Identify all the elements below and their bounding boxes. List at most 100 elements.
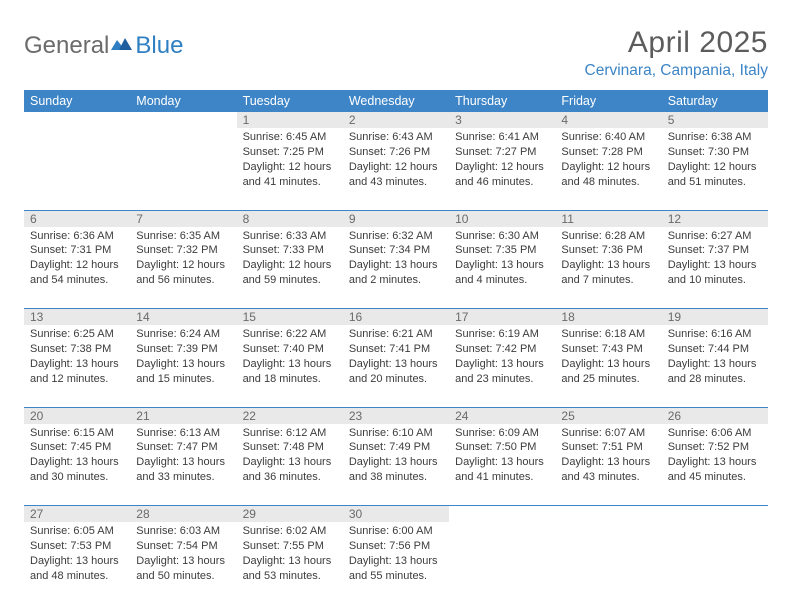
sunset-text: Sunset: 7:49 PM: [349, 440, 443, 455]
sunrise-text: Sunrise: 6:32 AM: [349, 229, 443, 244]
day-cell-body: Sunrise: 6:16 AMSunset: 7:44 PMDaylight:…: [662, 325, 768, 390]
empty-daynum: [130, 112, 236, 128]
sunrise-text: Sunrise: 6:38 AM: [668, 130, 762, 145]
day-number: 29: [237, 506, 343, 522]
daylight-text-1: Daylight: 12 hours: [243, 258, 337, 273]
day-header: Friday: [555, 90, 661, 112]
day-number: 16: [343, 309, 449, 325]
sunrise-text: Sunrise: 6:15 AM: [30, 426, 124, 441]
daylight-text-2: and 23 minutes.: [455, 372, 549, 387]
week-body-row: Sunrise: 6:36 AMSunset: 7:31 PMDaylight:…: [24, 227, 768, 309]
sunset-text: Sunset: 7:50 PM: [455, 440, 549, 455]
sunrise-text: Sunrise: 6:10 AM: [349, 426, 443, 441]
daylight-text-1: Daylight: 13 hours: [668, 357, 762, 372]
week-body-row: Sunrise: 6:05 AMSunset: 7:53 PMDaylight:…: [24, 522, 768, 604]
daylight-text-2: and 33 minutes.: [136, 470, 230, 485]
day-cell: Sunrise: 6:43 AMSunset: 7:26 PMDaylight:…: [343, 128, 449, 210]
daylight-text-2: and 28 minutes.: [668, 372, 762, 387]
day-cell-body: Sunrise: 6:22 AMSunset: 7:40 PMDaylight:…: [237, 325, 343, 390]
sunrise-text: Sunrise: 6:07 AM: [561, 426, 655, 441]
daylight-text-2: and 7 minutes.: [561, 273, 655, 288]
sunrise-text: Sunrise: 6:35 AM: [136, 229, 230, 244]
day-number: 12: [662, 211, 768, 227]
week-body-row: Sunrise: 6:25 AMSunset: 7:38 PMDaylight:…: [24, 325, 768, 407]
day-cell-body: Sunrise: 6:43 AMSunset: 7:26 PMDaylight:…: [343, 128, 449, 193]
day-cell-body: Sunrise: 6:05 AMSunset: 7:53 PMDaylight:…: [24, 522, 130, 587]
sunset-text: Sunset: 7:54 PM: [136, 539, 230, 554]
daylight-text-1: Daylight: 13 hours: [30, 554, 124, 569]
day-number: 17: [449, 309, 555, 325]
daylight-text-1: Daylight: 13 hours: [349, 258, 443, 273]
day-cell-body: Sunrise: 6:38 AMSunset: 7:30 PMDaylight:…: [662, 128, 768, 193]
empty-cell: [449, 522, 555, 604]
day-cell-body: Sunrise: 6:09 AMSunset: 7:50 PMDaylight:…: [449, 424, 555, 489]
day-cell: Sunrise: 6:36 AMSunset: 7:31 PMDaylight:…: [24, 227, 130, 309]
sunset-text: Sunset: 7:33 PM: [243, 243, 337, 258]
day-number: 25: [555, 408, 661, 424]
day-cell: Sunrise: 6:41 AMSunset: 7:27 PMDaylight:…: [449, 128, 555, 210]
day-number: 22: [237, 408, 343, 424]
daylight-text-2: and 46 minutes.: [455, 175, 549, 190]
day-number: 10: [449, 211, 555, 227]
week-daynum-row: 12345: [24, 112, 768, 128]
sunset-text: Sunset: 7:44 PM: [668, 342, 762, 357]
day-cell: Sunrise: 6:05 AMSunset: 7:53 PMDaylight:…: [24, 522, 130, 604]
day-number: 13: [24, 309, 130, 325]
daylight-text-1: Daylight: 12 hours: [243, 160, 337, 175]
day-cell: Sunrise: 6:03 AMSunset: 7:54 PMDaylight:…: [130, 522, 236, 604]
daylight-text-1: Daylight: 12 hours: [455, 160, 549, 175]
sunset-text: Sunset: 7:48 PM: [243, 440, 337, 455]
sunset-text: Sunset: 7:37 PM: [668, 243, 762, 258]
day-cell-body: Sunrise: 6:24 AMSunset: 7:39 PMDaylight:…: [130, 325, 236, 390]
day-cell: Sunrise: 6:09 AMSunset: 7:50 PMDaylight:…: [449, 424, 555, 506]
daylight-text-1: Daylight: 12 hours: [668, 160, 762, 175]
day-number: 23: [343, 408, 449, 424]
day-cell-body: Sunrise: 6:45 AMSunset: 7:25 PMDaylight:…: [237, 128, 343, 193]
daylight-text-2: and 59 minutes.: [243, 273, 337, 288]
daylight-text-1: Daylight: 13 hours: [30, 357, 124, 372]
day-cell: Sunrise: 6:24 AMSunset: 7:39 PMDaylight:…: [130, 325, 236, 407]
day-cell: Sunrise: 6:22 AMSunset: 7:40 PMDaylight:…: [237, 325, 343, 407]
day-cell-body: Sunrise: 6:35 AMSunset: 7:32 PMDaylight:…: [130, 227, 236, 292]
month-title: April 2025: [585, 26, 769, 60]
daylight-text-1: Daylight: 13 hours: [561, 455, 655, 470]
sunrise-text: Sunrise: 6:06 AM: [668, 426, 762, 441]
sunrise-text: Sunrise: 6:41 AM: [455, 130, 549, 145]
daylight-text-2: and 55 minutes.: [349, 569, 443, 584]
day-cell: Sunrise: 6:30 AMSunset: 7:35 PMDaylight:…: [449, 227, 555, 309]
daylight-text-2: and 43 minutes.: [561, 470, 655, 485]
day-cell-body: Sunrise: 6:03 AMSunset: 7:54 PMDaylight:…: [130, 522, 236, 587]
sunrise-text: Sunrise: 6:33 AM: [243, 229, 337, 244]
daylight-text-1: Daylight: 13 hours: [561, 357, 655, 372]
daylight-text-1: Daylight: 13 hours: [455, 258, 549, 273]
day-cell-body: Sunrise: 6:02 AMSunset: 7:55 PMDaylight:…: [237, 522, 343, 587]
day-number: 18: [555, 309, 661, 325]
week-daynum-row: 13141516171819: [24, 309, 768, 326]
day-cell-body: Sunrise: 6:06 AMSunset: 7:52 PMDaylight:…: [662, 424, 768, 489]
logo-text-1: General: [24, 32, 109, 60]
sunrise-text: Sunrise: 6:12 AM: [243, 426, 337, 441]
day-number: 24: [449, 408, 555, 424]
day-cell: Sunrise: 6:38 AMSunset: 7:30 PMDaylight:…: [662, 128, 768, 210]
day-cell-body: Sunrise: 6:40 AMSunset: 7:28 PMDaylight:…: [555, 128, 661, 193]
calendar-header-row: SundayMondayTuesdayWednesdayThursdayFrid…: [24, 90, 768, 112]
day-number: 26: [662, 408, 768, 424]
day-cell-body: Sunrise: 6:32 AMSunset: 7:34 PMDaylight:…: [343, 227, 449, 292]
day-number: 14: [130, 309, 236, 325]
day-cell: Sunrise: 6:21 AMSunset: 7:41 PMDaylight:…: [343, 325, 449, 407]
sunset-text: Sunset: 7:39 PM: [136, 342, 230, 357]
sunset-text: Sunset: 7:32 PM: [136, 243, 230, 258]
daylight-text-2: and 2 minutes.: [349, 273, 443, 288]
daylight-text-1: Daylight: 13 hours: [136, 554, 230, 569]
sunrise-text: Sunrise: 6:24 AM: [136, 327, 230, 342]
week-body-row: Sunrise: 6:15 AMSunset: 7:45 PMDaylight:…: [24, 424, 768, 506]
sunrise-text: Sunrise: 6:30 AM: [455, 229, 549, 244]
daylight-text-2: and 43 minutes.: [349, 175, 443, 190]
header: General Blue April 2025 Cervinara, Campa…: [24, 26, 768, 80]
sunset-text: Sunset: 7:43 PM: [561, 342, 655, 357]
sunset-text: Sunset: 7:42 PM: [455, 342, 549, 357]
daylight-text-2: and 53 minutes.: [243, 569, 337, 584]
sunset-text: Sunset: 7:40 PM: [243, 342, 337, 357]
daylight-text-2: and 15 minutes.: [136, 372, 230, 387]
daylight-text-1: Daylight: 13 hours: [455, 455, 549, 470]
